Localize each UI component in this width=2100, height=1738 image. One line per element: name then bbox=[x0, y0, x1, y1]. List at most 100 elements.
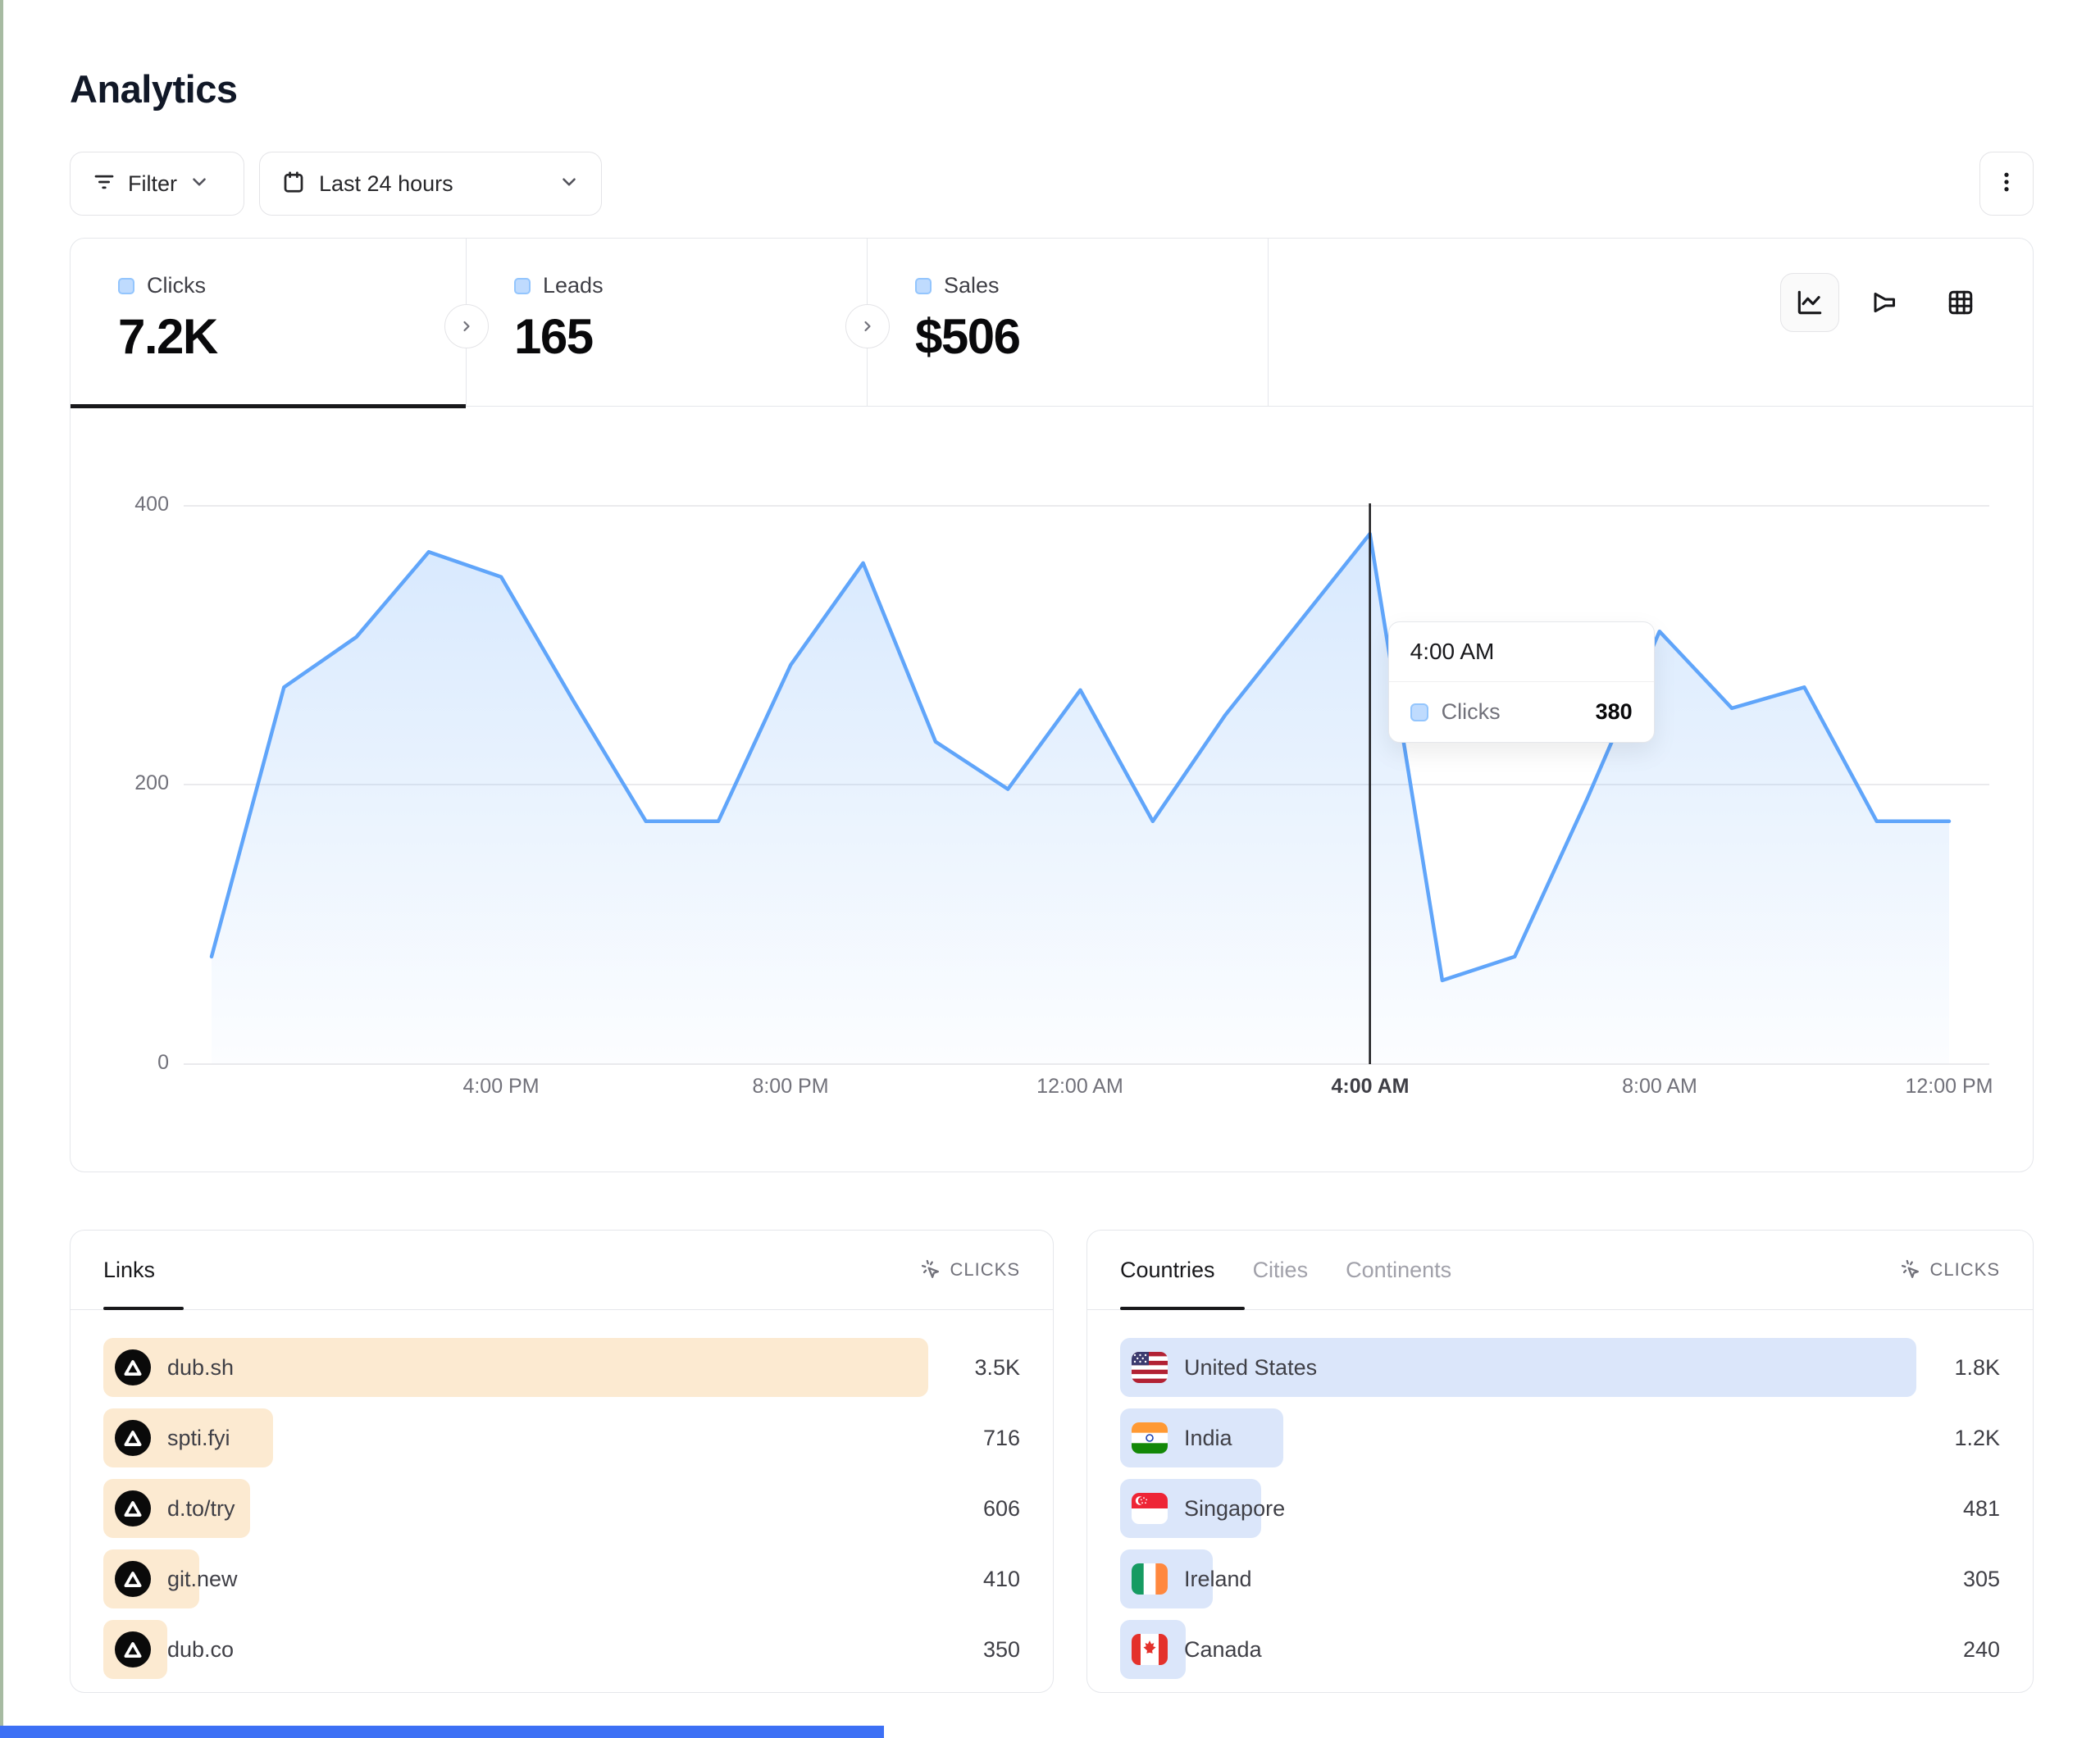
tab-clicks[interactable]: Clicks 7.2K bbox=[71, 239, 467, 408]
active-tab-underline bbox=[103, 1307, 184, 1310]
dub-logo-icon bbox=[115, 1631, 151, 1667]
grid-icon bbox=[1948, 290, 1973, 315]
country-name: Ireland bbox=[1184, 1566, 1252, 1591]
tab-cities[interactable]: Cities bbox=[1252, 1257, 1309, 1282]
country-clicks-value: 1.2K bbox=[1954, 1425, 2000, 1450]
links-metric-selector[interactable]: CLICKS bbox=[919, 1258, 1020, 1281]
tab-sales[interactable]: Sales $506 bbox=[868, 239, 1269, 406]
links-panel-header: Links CLICKS bbox=[71, 1231, 1053, 1310]
page-title: Analytics bbox=[70, 67, 238, 111]
countries-panel-header: Countries Cities Continents CLICKS bbox=[1087, 1231, 2033, 1310]
analytics-card: Clicks 7.2K Leads 165 Sales $506 bbox=[70, 238, 2034, 1172]
calendar-icon bbox=[281, 170, 306, 198]
cursor-click-icon bbox=[1901, 1259, 1919, 1278]
dub-logo-icon bbox=[115, 1420, 151, 1456]
x-axis-tick-highlighted: 4:00 AM bbox=[1331, 1075, 1410, 1098]
countries-list: United States 1.8K India 1.2K bbox=[1087, 1310, 2033, 1679]
line-chart-view-button[interactable] bbox=[1780, 273, 1839, 332]
country-row[interactable]: Singapore 481 bbox=[1120, 1479, 2000, 1538]
countries-panel: Countries Cities Continents CLICKS bbox=[1086, 1230, 2034, 1693]
page-left-edge-strip bbox=[0, 0, 3, 1738]
country-clicks-value: 240 bbox=[1962, 1636, 2000, 1662]
expand-clicks-chevron-button[interactable] bbox=[444, 304, 489, 348]
more-options-button[interactable] bbox=[1979, 152, 2034, 216]
chart-line bbox=[209, 531, 1952, 983]
tooltip-series-name: Clicks bbox=[1441, 699, 1501, 724]
tab-links[interactable]: Links bbox=[103, 1257, 156, 1282]
us-flag-icon bbox=[1132, 1352, 1168, 1383]
dub-logo-icon bbox=[115, 1561, 151, 1597]
countries-metric-selector[interactable]: CLICKS bbox=[1899, 1258, 2000, 1281]
country-row[interactable]: India 1.2K bbox=[1120, 1408, 2000, 1467]
sales-legend-swatch-icon bbox=[915, 277, 932, 294]
country-bar bbox=[1120, 1338, 1917, 1397]
stat-value: 165 bbox=[514, 309, 594, 364]
cursor-click-icon bbox=[921, 1259, 939, 1278]
links-panel: Links CLICKS dub.sh 3.5K bbox=[70, 1230, 1054, 1693]
link-bar bbox=[103, 1338, 929, 1397]
x-axis-tick: 4:00 PM bbox=[462, 1075, 540, 1098]
date-range-button[interactable]: Last 24 hours bbox=[259, 152, 602, 216]
link-row[interactable]: git.new 410 bbox=[103, 1549, 1020, 1608]
chevron-down-icon bbox=[189, 171, 210, 197]
country-row[interactable]: United States 1.8K bbox=[1120, 1338, 2000, 1397]
canada-flag-icon bbox=[1132, 1634, 1168, 1665]
stat-label: Leads bbox=[543, 273, 604, 298]
funnel-icon bbox=[1874, 293, 1895, 312]
country-row[interactable]: Ireland 305 bbox=[1120, 1549, 2000, 1608]
filter-button[interactable]: Filter bbox=[70, 152, 244, 216]
link-row[interactable]: spti.fyi 716 bbox=[103, 1408, 1020, 1467]
singapore-flag-icon bbox=[1132, 1493, 1168, 1524]
x-axis-tick: 8:00 AM bbox=[1622, 1075, 1697, 1098]
link-name: dub.co bbox=[167, 1636, 235, 1662]
clicks-area-chart[interactable]: 400 200 0 4:00 PM 8:00 PM 12:00 AM 4:00 … bbox=[71, 407, 2032, 1173]
link-row[interactable]: d.to/try 606 bbox=[103, 1479, 1020, 1538]
active-tab-underline bbox=[1120, 1307, 1245, 1310]
expand-leads-chevron-button[interactable] bbox=[845, 304, 890, 348]
link-name: dub.sh bbox=[167, 1354, 235, 1380]
ireland-flag-icon bbox=[1132, 1563, 1168, 1595]
tab-leads[interactable]: Leads 165 bbox=[467, 239, 868, 406]
line-chart-icon bbox=[1797, 290, 1822, 315]
stats-tabs-row: Clicks 7.2K Leads 165 Sales $506 bbox=[71, 239, 2033, 408]
tab-countries[interactable]: Countries bbox=[1120, 1257, 1215, 1282]
country-clicks-value: 1.8K bbox=[1954, 1354, 2000, 1380]
chart-area-fill bbox=[212, 534, 1949, 1064]
filter-button-label: Filter bbox=[128, 171, 177, 196]
link-clicks-value: 350 bbox=[982, 1636, 1020, 1662]
country-name: United States bbox=[1184, 1354, 1318, 1380]
link-clicks-value: 606 bbox=[982, 1495, 1020, 1521]
link-row[interactable]: dub.sh 3.5K bbox=[103, 1338, 1020, 1397]
funnel-view-button[interactable] bbox=[1856, 273, 1915, 332]
india-flag-icon bbox=[1132, 1422, 1168, 1454]
country-clicks-value: 481 bbox=[1962, 1495, 2000, 1521]
y-axis-tick: 200 bbox=[134, 771, 169, 794]
dub-logo-icon bbox=[115, 1490, 151, 1526]
countries-metric-label: CLICKS bbox=[1929, 1259, 2000, 1280]
x-axis-tick: 8:00 PM bbox=[752, 1075, 829, 1098]
active-tab-underline bbox=[71, 404, 466, 408]
tab-continents[interactable]: Continents bbox=[1346, 1257, 1452, 1282]
links-metric-label: CLICKS bbox=[950, 1259, 1020, 1280]
tooltip-value: 380 bbox=[1595, 699, 1633, 724]
table-view-button[interactable] bbox=[1931, 273, 1990, 332]
link-clicks-value: 3.5K bbox=[974, 1354, 1020, 1380]
link-row[interactable]: dub.co 350 bbox=[103, 1620, 1020, 1679]
stat-value: 7.2K bbox=[118, 309, 218, 364]
chart-view-toggles bbox=[1780, 273, 1990, 332]
country-clicks-value: 305 bbox=[1962, 1566, 2000, 1591]
y-axis-tick: 400 bbox=[134, 493, 169, 516]
filter-icon bbox=[92, 170, 116, 198]
clicks-legend-swatch-icon bbox=[118, 277, 134, 294]
tooltip-legend-swatch-icon bbox=[1410, 703, 1428, 721]
tooltip-time: 4:00 AM bbox=[1388, 622, 1654, 682]
x-axis-tick: 12:00 PM bbox=[1905, 1075, 1993, 1098]
stat-label: Sales bbox=[944, 273, 1000, 298]
link-name: spti.fyi bbox=[167, 1425, 230, 1450]
chart-tooltip: 4:00 AM Clicks 380 bbox=[1387, 621, 1655, 743]
dub-logo-icon bbox=[115, 1349, 151, 1385]
kebab-menu-icon bbox=[1994, 170, 2019, 198]
country-name: Singapore bbox=[1184, 1495, 1286, 1521]
country-row[interactable]: Canada 240 bbox=[1120, 1620, 2000, 1679]
links-list: dub.sh 3.5K spti.fyi 716 d.to/try 606 bbox=[71, 1310, 1053, 1679]
